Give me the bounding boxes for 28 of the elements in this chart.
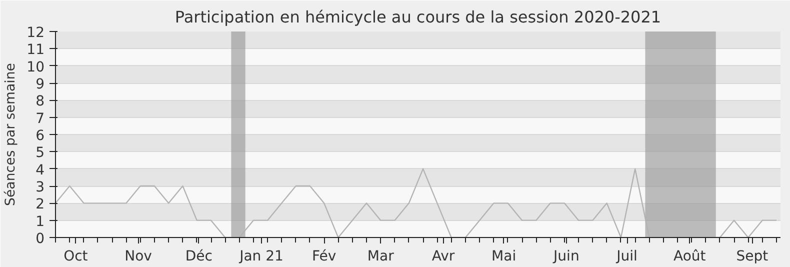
x-tick-label: Juin <box>552 248 580 264</box>
y-axis-title: Séances par semaine <box>4 63 19 206</box>
chart-title: Participation en hémicycle au cours de la session 2020-2021 <box>174 8 662 26</box>
y-tick-label: 10 <box>26 59 45 76</box>
x-tick-label: Déc <box>185 248 212 264</box>
x-tick-label: Nov <box>124 248 152 264</box>
x-tick-label: Oct <box>64 248 88 264</box>
x-tick-label: Fév <box>312 248 336 264</box>
x-tick-label: Avr <box>432 248 455 264</box>
x-tick-label: Août <box>673 248 706 264</box>
y-tick-label: 6 <box>36 128 45 144</box>
y-tick-label: 4 <box>36 162 45 178</box>
y-tick-label: 5 <box>36 145 45 162</box>
line-series <box>56 168 778 238</box>
x-tick-label: Mai <box>492 248 516 264</box>
x-tick-label: Sept <box>736 248 769 264</box>
x-tick-label: Juil <box>616 248 638 264</box>
y-tick-label: 1 <box>36 214 45 230</box>
y-tick-label: 12 <box>26 25 45 41</box>
x-tick-label: Jan 21 <box>238 248 284 264</box>
y-tick-label: 2 <box>36 196 45 213</box>
y-tick-label: 3 <box>36 180 45 196</box>
y-tick-label: 9 <box>36 76 45 92</box>
y-tick-label: 0 <box>36 231 45 247</box>
y-tick-label: 7 <box>36 110 45 127</box>
y-tick-label: 8 <box>36 94 45 110</box>
x-tick-label: Mar <box>367 248 394 264</box>
y-tick-label: 11 <box>26 42 45 58</box>
